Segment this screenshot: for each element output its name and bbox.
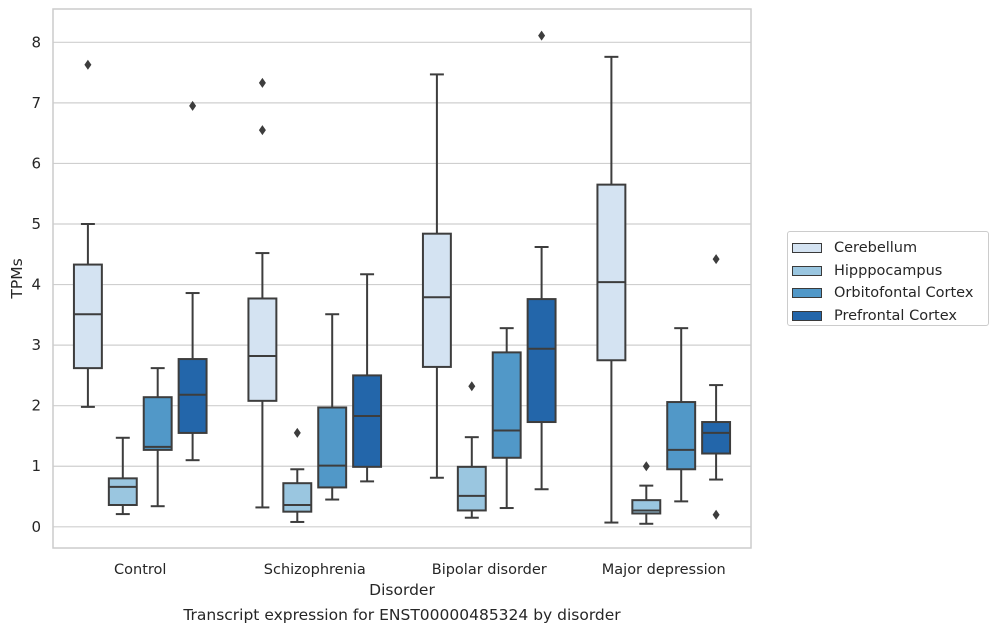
x-tick-label: Bipolar disorder xyxy=(432,562,547,578)
y-tick-label: 5 xyxy=(31,215,41,233)
box-1-2 xyxy=(317,313,348,501)
legend-label: Hipppocampus xyxy=(834,262,943,279)
legend-label: Prefrontal Cortex xyxy=(834,307,957,324)
box-0-2 xyxy=(142,367,173,508)
box-2-0 xyxy=(421,73,452,479)
box-1-1 xyxy=(282,427,313,523)
box-2-2 xyxy=(491,327,522,510)
box-iqr xyxy=(421,232,452,368)
box-iqr xyxy=(72,263,103,370)
box-0-3 xyxy=(177,100,208,462)
y-tick-label: 1 xyxy=(31,457,41,475)
box-1-3 xyxy=(352,273,383,483)
legend-label: Cerebellum xyxy=(834,240,918,257)
outlier-point xyxy=(258,125,266,136)
box-iqr xyxy=(282,482,313,513)
legend-swatch-hippocampus xyxy=(792,265,822,276)
legend-item-hippocampus: Hipppocampus xyxy=(792,260,988,283)
outlier-point xyxy=(468,381,476,392)
legend-swatch-orbitofrontal xyxy=(792,288,822,299)
legend-item-cerebellum: Cerebellum xyxy=(792,237,988,260)
box-iqr xyxy=(247,297,278,402)
box-iqr xyxy=(352,374,383,468)
plot-frame xyxy=(52,8,752,549)
box-iqr xyxy=(317,406,348,489)
chart-title: Transcript expression for ENST0000048532… xyxy=(183,606,621,624)
x-axis-label: Disorder xyxy=(369,581,435,599)
box-3-0 xyxy=(596,55,627,524)
x-tick-label: Major depression xyxy=(602,562,726,578)
y-tick-label: 8 xyxy=(31,33,41,51)
outlier-point xyxy=(538,30,546,41)
box-0-0 xyxy=(72,59,103,408)
y-tick-label: 6 xyxy=(31,154,41,172)
box-0-1 xyxy=(107,436,138,516)
box-iqr xyxy=(107,477,138,507)
y-tick-label: 3 xyxy=(31,336,41,354)
x-tick-label: Control xyxy=(114,562,166,578)
box-3-3 xyxy=(701,254,732,520)
y-tick-label: 2 xyxy=(31,397,41,415)
box-iqr xyxy=(491,351,522,459)
legend-swatch-prefrontal xyxy=(792,310,822,321)
legend: Cerebellum Hipppocampus Orbitofontal Cor… xyxy=(787,231,989,326)
legend-item-orbitofrontal: Orbitofontal Cortex xyxy=(792,282,988,305)
outlier-point xyxy=(712,254,720,265)
legend-label: Orbitofontal Cortex xyxy=(834,285,974,302)
outlier-point xyxy=(712,509,720,520)
y-tick-label: 4 xyxy=(31,276,41,294)
box-3-2 xyxy=(666,327,697,503)
box-iqr xyxy=(177,358,208,434)
box-iqr xyxy=(596,183,627,362)
x-tick-label: Schizophrenia xyxy=(264,562,366,578)
box-iqr xyxy=(456,465,487,512)
box-iqr xyxy=(142,396,173,451)
outlier-point xyxy=(84,59,92,70)
legend-swatch-cerebellum xyxy=(792,243,822,254)
outlier-point xyxy=(642,461,650,472)
legend-item-prefrontal: Prefrontal Cortex xyxy=(792,305,988,328)
box-iqr xyxy=(526,298,557,424)
outlier-point xyxy=(293,427,301,438)
y-tick-label: 7 xyxy=(31,94,41,112)
box-iqr xyxy=(631,499,662,515)
box-2-1 xyxy=(456,381,487,519)
y-tick-label: 0 xyxy=(31,518,41,536)
box-2-3 xyxy=(526,30,557,491)
y-axis-label: TPMs xyxy=(8,258,26,299)
outlier-point xyxy=(189,100,197,111)
box-1-0 xyxy=(247,77,278,509)
box-iqr xyxy=(701,421,732,455)
outlier-point xyxy=(258,77,266,88)
box-iqr xyxy=(666,401,697,471)
box-3-1 xyxy=(631,461,662,525)
